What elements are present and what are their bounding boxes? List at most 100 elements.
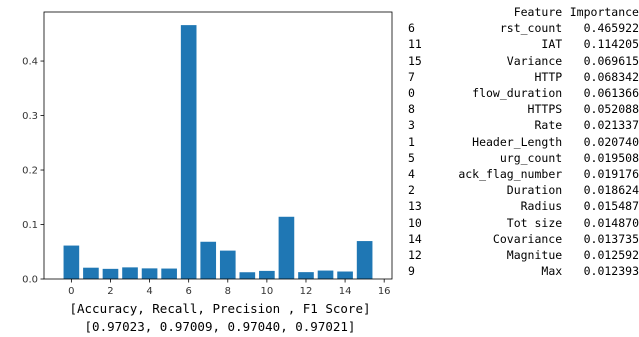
bar-11 xyxy=(278,216,295,279)
feature-name: Magnitue xyxy=(506,247,563,262)
feature-name: urg_count xyxy=(499,150,563,165)
y-tick-label: 0.1 xyxy=(22,220,38,231)
row-index: 10 xyxy=(408,215,422,230)
bar-3 xyxy=(122,267,138,279)
bar-9 xyxy=(239,272,256,279)
row-index: 8 xyxy=(408,102,415,117)
importance-value: 0.465922 xyxy=(583,21,639,36)
table-header-row: Feature Importance xyxy=(408,4,639,20)
y-tick-label: 0.4 xyxy=(22,57,38,68)
table-row: 14 Covariance 0.013735 xyxy=(408,231,639,247)
importance-value: 0.015487 xyxy=(583,199,639,214)
importance-value: 0.013735 xyxy=(583,231,639,246)
row-index: 7 xyxy=(408,69,415,84)
table-row: 8 HTTPS 0.052088 xyxy=(408,101,639,117)
bar-1 xyxy=(83,267,99,279)
row-index: 1 xyxy=(408,134,415,149)
feature-name: Tot size xyxy=(506,215,563,230)
x-tick-label: 2 xyxy=(107,286,113,297)
index-header xyxy=(408,4,434,20)
feature-name: Max xyxy=(541,264,563,279)
table-row: 12 Magnitue 0.012592 xyxy=(408,247,639,263)
table-row: 11 IAT 0.114205 xyxy=(408,36,639,52)
feature-name: Header_Length xyxy=(472,134,563,149)
importance-value: 0.061366 xyxy=(583,86,639,101)
table-row: 4 ack_flag_number 0.019176 xyxy=(408,166,639,182)
feature-importance-chart: 0 2 4 6 8 10 12 14 16 0.0 0.1 0.2 0.3 0.4 xyxy=(22,11,393,297)
y-axis-ticks: 0.0 0.1 0.2 0.3 0.4 xyxy=(22,57,44,286)
row-index: 5 xyxy=(408,150,415,165)
y-tick-label: 0.2 xyxy=(22,166,38,177)
x-tick-label: 16 xyxy=(378,286,391,297)
plot-frame xyxy=(43,11,393,280)
metrics-values: [0.97023, 0.97009, 0.97040, 0.97021] xyxy=(84,319,356,334)
bar-12 xyxy=(298,272,314,279)
feature-name: HTTP xyxy=(534,69,563,84)
bar-5 xyxy=(161,268,177,279)
table-row: 15 Variance 0.069615 xyxy=(408,53,639,69)
x-tick-label: 8 xyxy=(225,286,231,297)
importance-value: 0.012592 xyxy=(583,247,639,262)
x-tick-label: 6 xyxy=(185,286,191,297)
importance-value: 0.021337 xyxy=(583,118,639,133)
y-tick-label: 0.3 xyxy=(22,111,38,122)
row-index: 9 xyxy=(408,264,415,279)
bar-14 xyxy=(337,271,353,279)
x-tick-label: 0 xyxy=(68,286,74,297)
importance-value: 0.020740 xyxy=(583,134,639,149)
table-row: 1 Header_Length 0.020740 xyxy=(408,134,639,150)
metrics-output: [Accuracy, Recall, Precision , F1 Score]… xyxy=(0,300,440,336)
table-row: 6 rst_count 0.465922 xyxy=(408,20,639,36)
feature-name: Covariance xyxy=(492,231,563,246)
importance-value: 0.019508 xyxy=(583,150,639,165)
importance-value: 0.052088 xyxy=(583,102,639,117)
importance-value: 0.014870 xyxy=(583,215,639,230)
row-index: 3 xyxy=(408,118,415,133)
bar-7 xyxy=(200,241,217,279)
bar-6 xyxy=(180,25,197,279)
bar-8 xyxy=(219,250,236,279)
feature-header: Feature xyxy=(513,5,563,20)
feature-importance-table: Feature Importance 6 rst_count 0.465922 11 I… xyxy=(408,4,639,279)
bar-13 xyxy=(317,270,334,279)
table-row: 7 HTTP 0.068342 xyxy=(408,69,639,85)
feature-name: Radius xyxy=(520,199,563,214)
row-index: 13 xyxy=(408,199,422,214)
table-row: 9 Max 0.012393 xyxy=(408,263,639,279)
row-index: 6 xyxy=(408,21,415,36)
importance-value: 0.019176 xyxy=(583,166,639,181)
table-row: 3 Rate 0.021337 xyxy=(408,117,639,133)
row-index: 11 xyxy=(408,37,422,52)
x-tick-label: 14 xyxy=(339,286,352,297)
feature-name: IAT xyxy=(541,37,563,52)
x-tick-label: 12 xyxy=(300,286,313,297)
feature-name: rst_count xyxy=(499,21,563,36)
row-index: 2 xyxy=(408,183,415,198)
bar-4 xyxy=(141,268,158,279)
x-axis-ticks: 0 2 4 6 8 10 12 14 16 xyxy=(68,279,391,297)
importance-value: 0.069615 xyxy=(583,53,639,68)
row-index: 4 xyxy=(408,166,415,181)
bars-group xyxy=(63,25,373,279)
feature-name: Variance xyxy=(506,53,563,68)
importance-header: Importance xyxy=(569,5,639,20)
table-row: 5 urg_count 0.019508 xyxy=(408,150,639,166)
feature-name: Duration xyxy=(506,183,563,198)
row-index: 0 xyxy=(408,86,415,101)
row-index: 15 xyxy=(408,53,422,68)
metrics-header: [Accuracy, Recall, Precision , F1 Score] xyxy=(69,301,371,316)
x-tick-label: 10 xyxy=(261,286,274,297)
row-index: 12 xyxy=(408,247,422,262)
row-index: 14 xyxy=(408,231,422,246)
bar-10 xyxy=(259,270,275,279)
bar-0 xyxy=(63,245,80,279)
feature-name: Rate xyxy=(534,118,563,133)
bar-2 xyxy=(102,268,119,279)
importance-value: 0.012393 xyxy=(583,264,639,279)
importance-value: 0.068342 xyxy=(583,69,639,84)
feature-name: ack_flag_number xyxy=(458,166,563,181)
feature-name: HTTPS xyxy=(527,102,563,117)
importance-value: 0.018624 xyxy=(583,183,639,198)
table-row: 13 Radius 0.015487 xyxy=(408,198,639,214)
table-row: 0 flow_duration 0.061366 xyxy=(408,85,639,101)
